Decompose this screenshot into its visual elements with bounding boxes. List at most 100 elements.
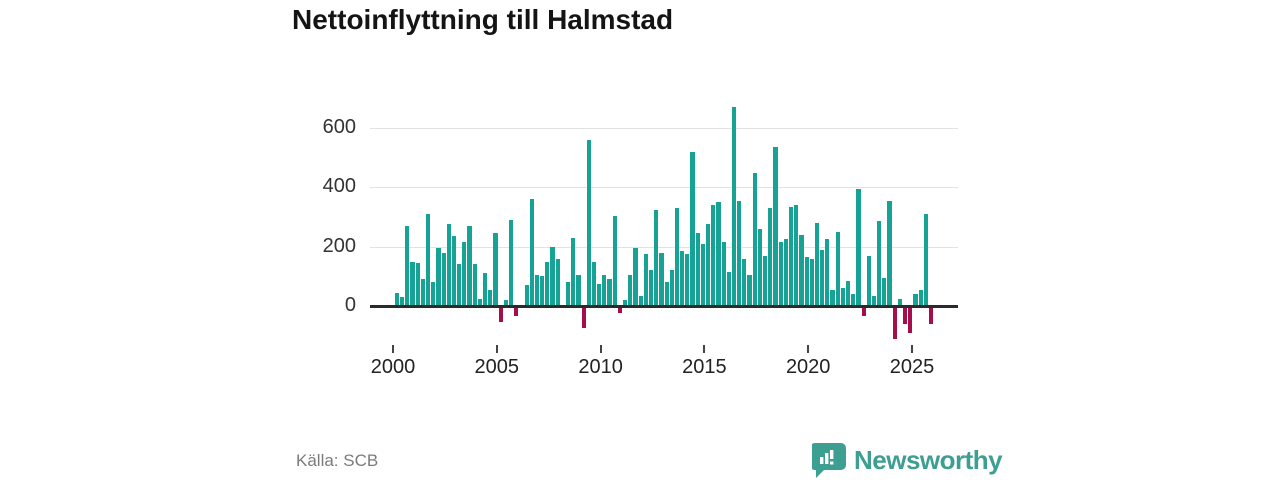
bar-positive bbox=[400, 297, 405, 306]
bar-positive bbox=[566, 282, 571, 306]
bar-positive bbox=[913, 294, 918, 306]
bar-positive bbox=[534, 274, 540, 306]
bar-positive bbox=[405, 225, 410, 306]
bar-positive bbox=[545, 261, 550, 306]
x-axis-label: 2025 bbox=[889, 356, 935, 378]
bar-positive bbox=[716, 202, 721, 306]
bar-positive bbox=[576, 274, 581, 306]
bar-positive bbox=[856, 188, 861, 306]
bar-negative bbox=[514, 307, 519, 317]
bar-positive bbox=[706, 224, 711, 306]
bar-positive bbox=[664, 282, 669, 306]
bar-positive bbox=[571, 237, 576, 306]
bar-positive bbox=[431, 282, 436, 306]
bar-positive bbox=[726, 271, 731, 306]
bar-negative bbox=[928, 307, 934, 324]
bar-positive bbox=[923, 214, 928, 306]
bar-positive bbox=[721, 242, 726, 306]
bar-positive bbox=[778, 242, 783, 306]
bar-positive bbox=[493, 233, 498, 306]
bar-positive bbox=[773, 147, 778, 306]
bar-positive bbox=[529, 199, 534, 306]
y-axis-label: 600 bbox=[322, 116, 356, 139]
x-axis-label: 2005 bbox=[474, 356, 520, 378]
bar-positive bbox=[436, 248, 441, 306]
bar-positive bbox=[467, 225, 472, 306]
x-axis-label: 2000 bbox=[370, 356, 416, 378]
bar-positive bbox=[680, 251, 685, 306]
bar-positive bbox=[524, 285, 529, 306]
bar-positive bbox=[840, 288, 845, 306]
bar-positive bbox=[794, 205, 799, 306]
bar-positive bbox=[607, 279, 612, 306]
bar-positive bbox=[472, 264, 477, 306]
bar-negative bbox=[903, 307, 908, 324]
bar-positive bbox=[462, 242, 467, 306]
bar-positive bbox=[638, 295, 643, 306]
bar-positive bbox=[731, 107, 737, 306]
bar-positive bbox=[643, 254, 648, 306]
bar-positive bbox=[597, 283, 602, 306]
bar-positive bbox=[851, 294, 856, 306]
bar-positive bbox=[768, 208, 773, 306]
bar-positive bbox=[654, 209, 659, 306]
bar-positive bbox=[882, 277, 887, 306]
x-axis-label: 2015 bbox=[682, 356, 727, 378]
x-axis-label: 2020 bbox=[785, 356, 831, 378]
x-axis-tick bbox=[495, 345, 498, 353]
bar-positive bbox=[866, 255, 871, 306]
bar-positive bbox=[441, 252, 446, 306]
bar-positive bbox=[633, 248, 638, 306]
bar-negative bbox=[892, 307, 897, 339]
bar-positive bbox=[752, 172, 757, 306]
gridline bbox=[370, 128, 958, 130]
newsworthy-bubble-icon bbox=[810, 442, 846, 478]
bar-positive bbox=[612, 215, 617, 306]
bar-positive bbox=[695, 233, 700, 306]
bar-positive bbox=[845, 280, 851, 306]
bar-negative bbox=[498, 307, 503, 323]
bar-positive bbox=[503, 300, 508, 306]
x-axis-tick bbox=[599, 345, 602, 353]
y-axis-label: 200 bbox=[322, 234, 356, 257]
bar-positive bbox=[659, 252, 664, 306]
bar-negative bbox=[581, 307, 586, 329]
bar-positive bbox=[763, 255, 768, 306]
bar-positive bbox=[426, 214, 431, 306]
bar-positive bbox=[897, 298, 903, 306]
bar-positive bbox=[799, 234, 804, 306]
y-axis-label: 400 bbox=[322, 175, 356, 198]
bar-positive bbox=[877, 221, 882, 306]
bar-positive bbox=[488, 289, 493, 306]
bar-positive bbox=[783, 239, 788, 306]
bar-positive bbox=[788, 206, 794, 306]
bar-positive bbox=[420, 279, 425, 306]
bar-positive bbox=[508, 220, 514, 306]
bar-positive bbox=[814, 222, 820, 306]
gridline bbox=[370, 187, 958, 189]
bar-positive bbox=[747, 274, 752, 306]
bar-positive bbox=[457, 264, 462, 306]
bar-positive bbox=[871, 295, 877, 306]
bar-positive bbox=[586, 139, 591, 306]
source-caption: Källa: SCB bbox=[296, 451, 379, 470]
bar-positive bbox=[820, 249, 825, 306]
bar-positive bbox=[690, 151, 695, 306]
bar-positive bbox=[415, 263, 420, 306]
newsworthy-logo[interactable]: Newsworthy bbox=[810, 442, 1003, 478]
gridline bbox=[370, 246, 958, 248]
x-axis-line bbox=[370, 304, 958, 308]
bar-positive bbox=[550, 246, 555, 306]
bar-positive bbox=[623, 300, 628, 306]
bar-negative bbox=[617, 307, 623, 314]
bar-positive bbox=[804, 257, 809, 306]
bar-positive bbox=[742, 258, 747, 306]
bar-positive bbox=[711, 205, 716, 306]
bar-negative bbox=[861, 307, 866, 317]
x-axis-tick bbox=[911, 345, 913, 353]
bar-positive bbox=[628, 274, 633, 306]
bar-positive bbox=[685, 254, 690, 306]
x-axis-tick bbox=[807, 345, 810, 353]
bar-positive bbox=[477, 298, 483, 306]
bar-positive bbox=[451, 236, 457, 306]
